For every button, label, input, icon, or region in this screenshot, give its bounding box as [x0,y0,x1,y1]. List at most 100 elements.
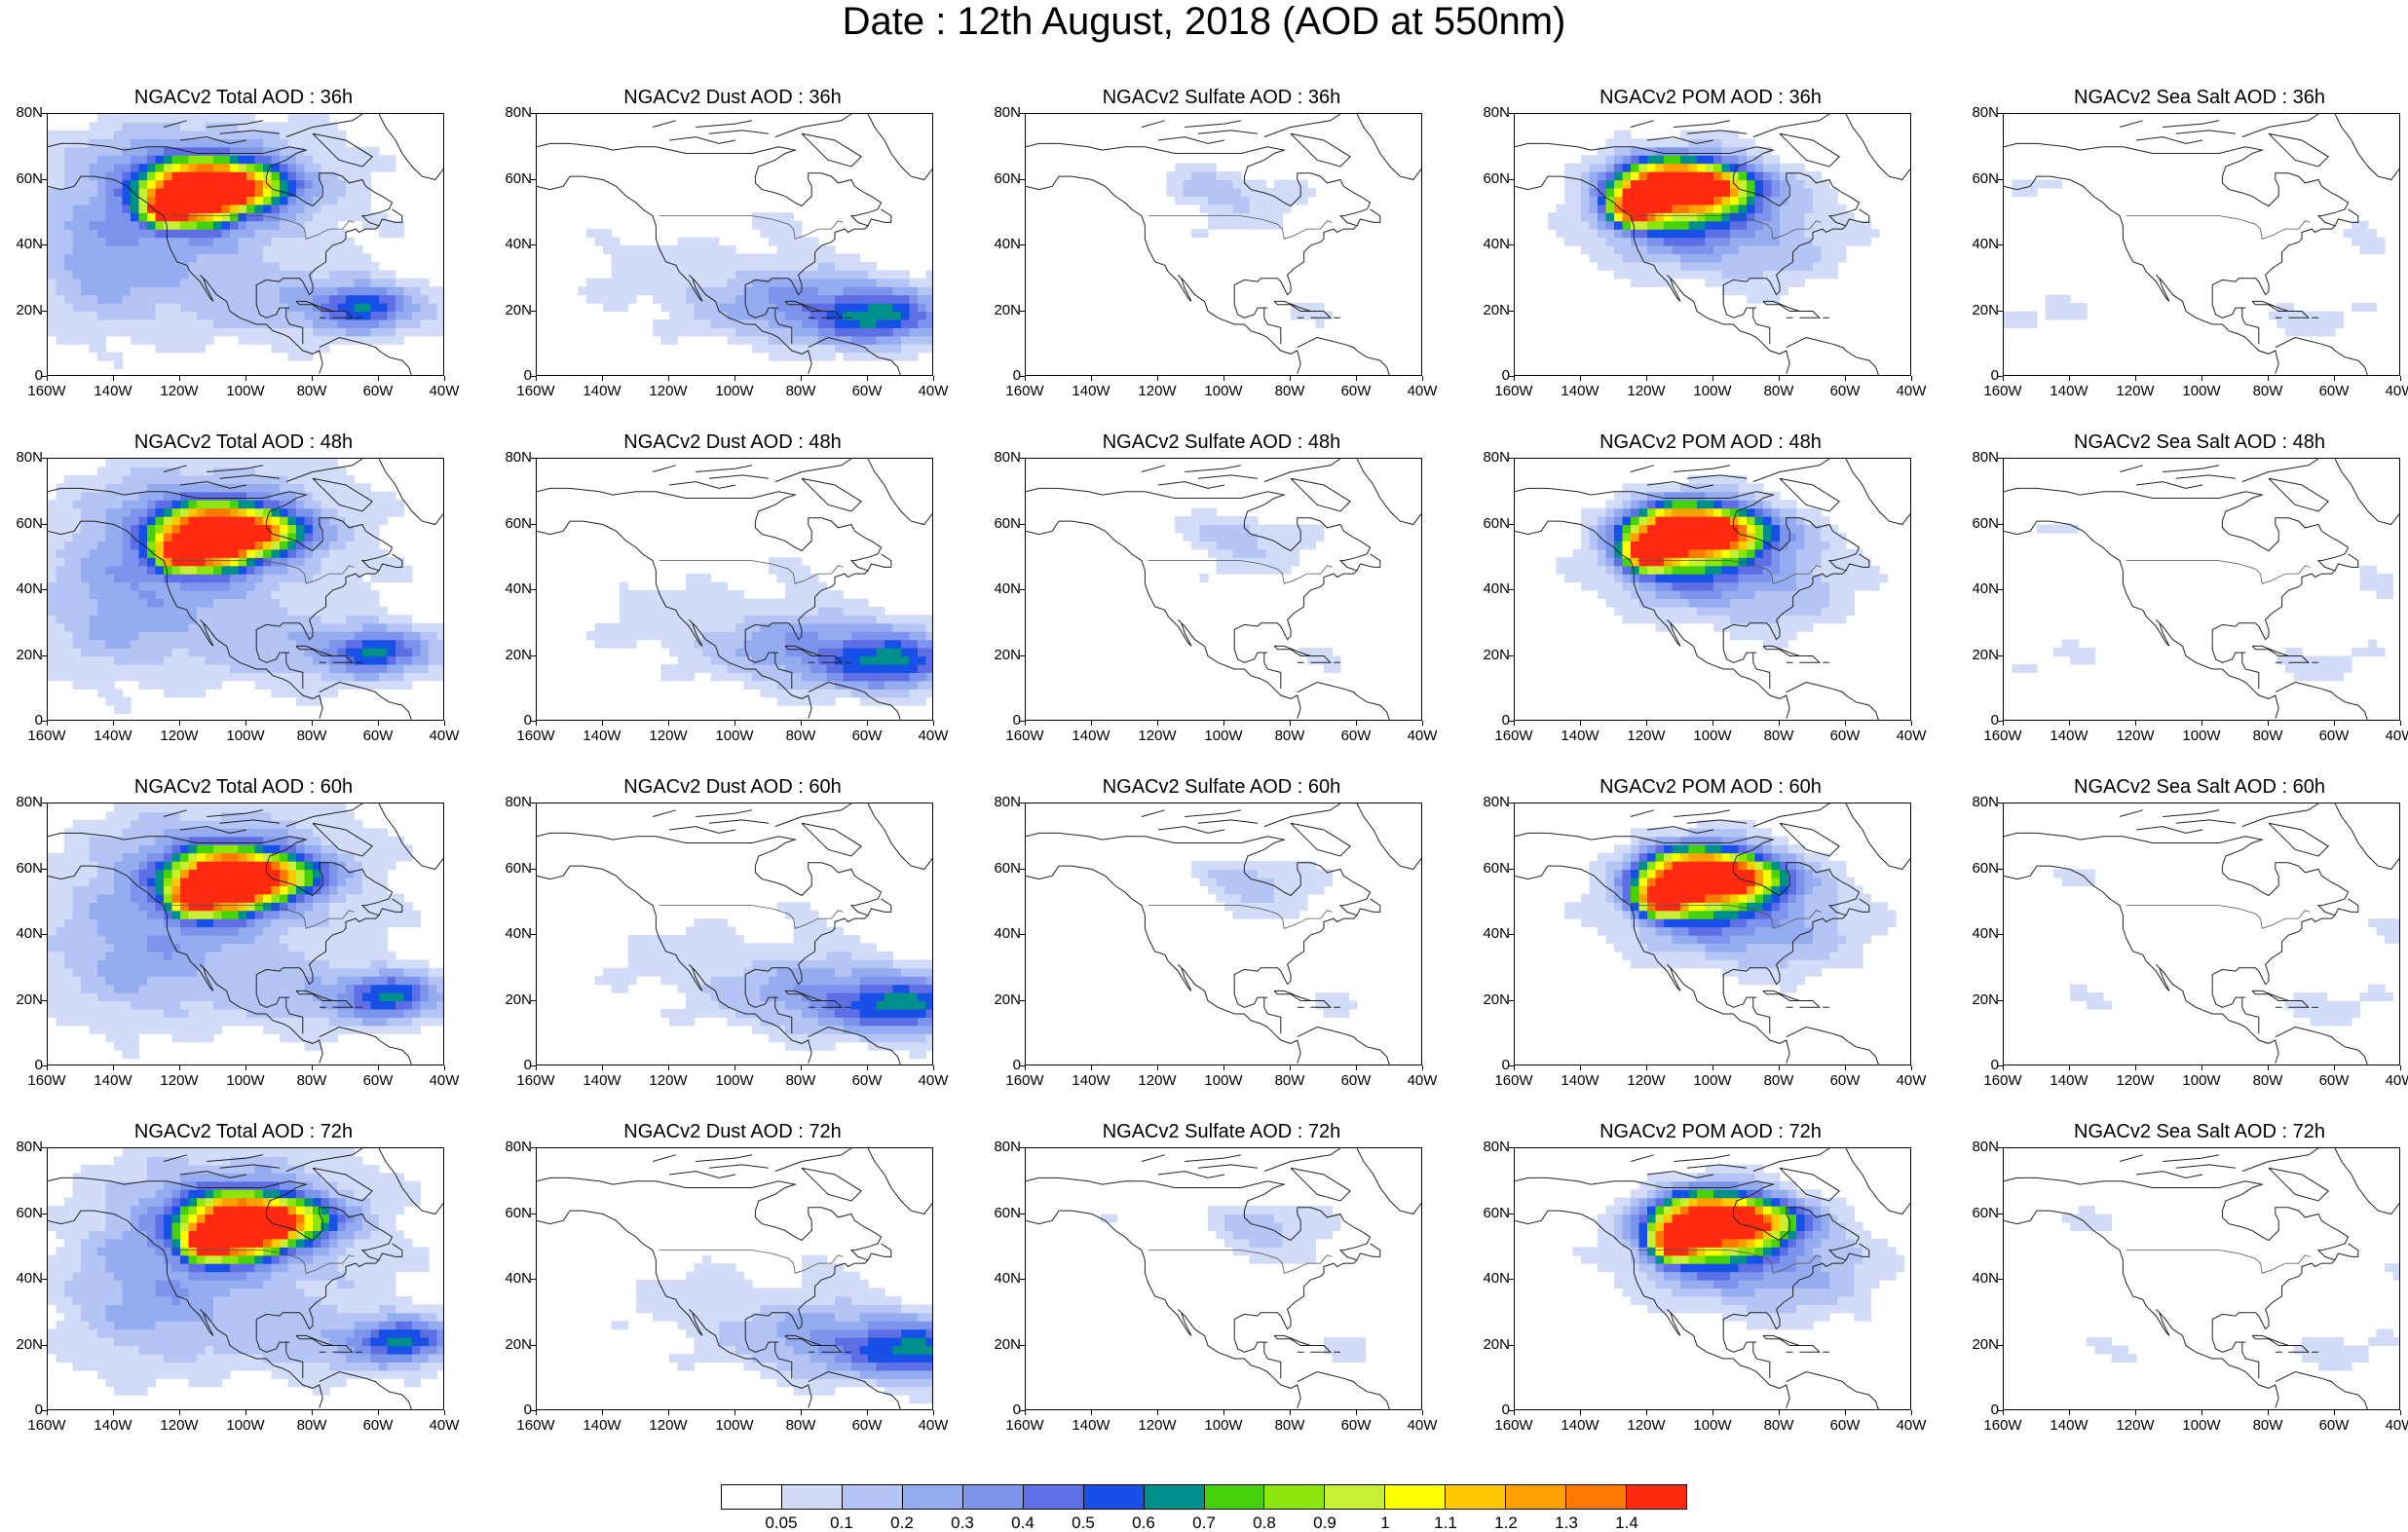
aod-grid-cell [172,164,181,172]
aod-grid-cell [296,205,305,213]
aod-grid-cell [371,492,380,501]
aod-grid-cell [728,270,736,279]
aod-grid-cell [230,303,239,312]
aod-grid-cell [355,623,363,632]
lon-tick [1779,721,1780,726]
aod-grid-cell [263,500,272,508]
aod-grid-cell [1706,615,1714,623]
aod-grid-cell [2020,664,2029,673]
lon-tick [2400,376,2401,381]
lon-tick-label: 100W [1194,729,1253,744]
aod-grid-cell [728,623,736,632]
aod-grid-cell [230,295,239,304]
aod-grid-cell [901,640,910,649]
aod-grid-cell [147,238,156,246]
aod-grid-cell [371,312,380,320]
aod-grid-cell [1697,180,1706,189]
aod-grid-cell [2294,319,2303,328]
aod-grid-cell [1739,607,1748,616]
aod-grid-cell [206,164,214,172]
aod-grid-cell [636,631,645,640]
aod-grid-cell [338,303,347,312]
aod-grid-cell [835,607,844,616]
aod-grid-cell [612,279,621,287]
aod-grid-cell [355,533,363,542]
aod-grid-cell [139,138,148,147]
aod-grid-cell [1680,516,1689,525]
aod-grid-cell [702,319,711,328]
aod-grid-cell [1829,245,1838,254]
aod-grid-cell [81,303,90,312]
aod-grid-cell [131,574,139,582]
aod-grid-cell [1780,238,1788,246]
aod-grid-cell [106,262,115,271]
aod-grid-cell [197,656,206,665]
aod-grid-cell [1796,279,1805,287]
aod-grid-cell [1772,164,1781,172]
aod-grid-cell [362,319,371,328]
aod-grid-cell [206,615,214,623]
aod-grid-cell [206,574,214,582]
aod-grid-cell [313,319,321,328]
aod-grid-cell [246,221,255,230]
aod-grid-cell [437,656,445,665]
aod-grid-cell [1871,574,1880,582]
aod-grid-cell [1689,270,1698,279]
aod-grid-cell [1631,533,1639,542]
aod-grid-cell [884,312,893,320]
aod-grid-cell [877,279,885,287]
aod-grid-cell [123,566,132,575]
aod-grid-cell [1673,516,1681,525]
aod-grid-cell [1780,541,1788,549]
aod-grid-cell [835,615,844,623]
aod-grid-cell [1838,245,1847,254]
aod-grid-cell [239,648,247,656]
aod-grid-cell [1590,212,1599,221]
aod-grid-cell [371,295,380,304]
aod-grid-cell [1813,245,1822,254]
lon-tick-label: 160W [1485,729,1543,744]
aod-grid-cell [1266,549,1275,558]
aod-grid-cell [362,648,371,656]
aod-grid-cell [106,549,115,558]
aod-grid-cell [1217,188,1225,197]
aod-grid-cell [56,295,65,304]
aod-grid-cell [404,312,413,320]
aod-grid-cell [1200,196,1209,205]
aod-grid-cell [123,122,132,131]
aod-grid-cell [1673,483,1681,492]
lat-tick-label: 60N [489,516,532,532]
aod-grid-cell [1557,212,1565,221]
aod-grid-cell [123,312,132,320]
aod-grid-cell [296,212,305,221]
aod-grid-cell [1706,155,1714,164]
aod-grid-cell [263,681,272,690]
aod-grid-cell [180,656,189,665]
aod-grid-cell [395,664,404,673]
aod-grid-cell [346,672,355,681]
aod-grid-cell [1689,164,1698,172]
aod-grid-cell [280,229,288,238]
aod-grid-cell [1639,566,1648,575]
aod-grid-cell [728,295,736,304]
aod-grid-cell [114,286,123,295]
aod-grid-cell [230,286,239,295]
aod-grid-cell [97,303,106,312]
aod-grid-cell [131,475,139,484]
aod-grid-cell [777,245,786,254]
aod-map [48,114,444,376]
aod-grid-cell [860,286,869,295]
aod-grid-cell [1647,549,1656,558]
aod-grid-cell [73,155,82,164]
aod-grid-cell [1763,500,1772,508]
aod-grid-cell [926,312,934,320]
aod-grid-cell [1175,525,1184,534]
aod-grid-cell [48,164,56,172]
aod-grid-cell [735,648,744,656]
aod-grid-cell [106,598,115,607]
aod-grid-cell [1664,188,1673,197]
aod-grid-cell [106,681,115,690]
aod-grid-cell [735,631,744,640]
aod-grid-cell [1697,245,1706,254]
aod-grid-cell [1233,533,1242,542]
